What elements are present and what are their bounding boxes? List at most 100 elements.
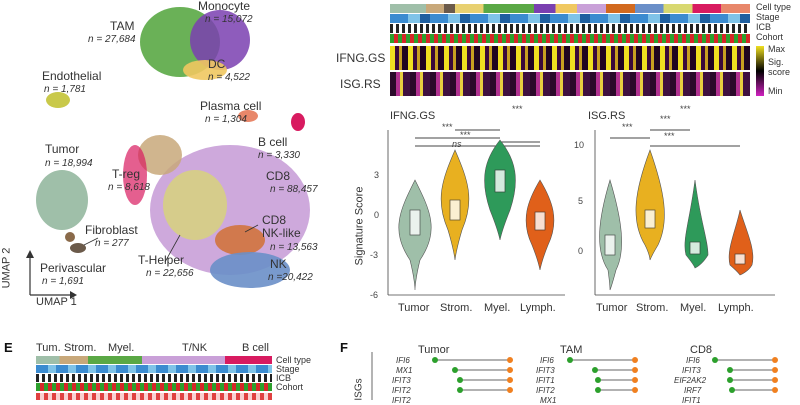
isg-sig-3: *** [664, 131, 675, 141]
cluster-label-thelper: T-Helper [138, 253, 185, 267]
panel-f-lollipops [371, 352, 778, 400]
e-row-icb: ICB [276, 373, 292, 383]
cluster-n-bcell: n = 3,330 [258, 150, 300, 161]
cluster-n-perivascular: n = 1,691 [42, 276, 84, 287]
cluster-label-tam: TAM [110, 19, 135, 33]
cluster-n-plasma: n = 1,304 [205, 114, 247, 125]
cluster-n-fibroblast: n = 277 [95, 238, 129, 249]
ifng-sig-2: *** [512, 104, 523, 114]
isg-ytick-10: 10 [574, 140, 585, 150]
f-tam-gene-1: IFIT3 [536, 366, 555, 375]
hm-row-stage: Stage [756, 12, 780, 22]
isg-cat-1: Strom. [636, 302, 669, 314]
cluster-n-nk: n =20,422 [268, 272, 313, 283]
hm-score-ifng: IFNG.GS [336, 51, 386, 65]
violin-ifng-plot [387, 129, 565, 296]
f-cd8-gene-2: EIF2AK2 [674, 376, 707, 385]
cluster-label-monocyte: Monocyte [198, 0, 251, 13]
f-tumor-gene-2: IFIT3 [392, 376, 411, 385]
isg-ytick-0: 0 [578, 246, 584, 256]
e-row-celltype: Cell type [276, 355, 312, 365]
isg-sig-2: *** [680, 104, 691, 114]
ifng-sig-0: *** [442, 122, 453, 132]
annotation-bars [390, 4, 750, 44]
cluster-label-cd8nk: CD8 NK-like [262, 213, 301, 240]
cluster-label-treg: T-reg [112, 167, 141, 181]
umap-xlabel: UMAP 1 [36, 296, 77, 308]
cluster-n-treg: n = 8,618 [108, 182, 150, 193]
hm-legend-max: Max [768, 44, 786, 54]
panel-f-letter: F [340, 340, 348, 355]
ifng-cat-0: Tumor [398, 302, 430, 314]
f-tam-gene-3: IFIT2 [536, 386, 555, 395]
f-cd8-gene-0: IFI6 [686, 356, 700, 365]
f-tumor-gene-0: IFI6 [396, 356, 410, 365]
cluster-n-endothelial: n = 1,781 [44, 84, 86, 95]
heatmap-isg-row [390, 72, 750, 96]
heatmap-ifng-row [390, 46, 750, 70]
hm-row-celltype: Cell type [756, 2, 792, 12]
umap-ylabel: UMAP 2 [0, 247, 13, 289]
isg-ytick-5: 5 [578, 196, 584, 206]
e-row-cohort: Cohort [276, 382, 304, 392]
isg-cat-2: Myel. [680, 302, 707, 314]
hm-row-icb: ICB [756, 22, 772, 32]
f-title-tam: TAM [560, 344, 583, 356]
cluster-n-thelper: n = 22,656 [146, 268, 194, 279]
isg-cat-3: Lymph. [718, 302, 754, 314]
f-cd8-gene-4: IFIT1 [682, 396, 701, 405]
panel-e-bars [36, 356, 272, 400]
cluster-label-nk: NK [270, 257, 287, 271]
ifng-sig-1: *** [460, 130, 471, 140]
violin-isg-plot [594, 129, 775, 296]
f-tam-gene-2: IFIT1 [536, 376, 555, 385]
panel-f-ylabel: ISGs [353, 378, 365, 401]
heatmap-colorbar [756, 46, 764, 96]
hm-score-isg: ISG.RS [340, 77, 381, 91]
ifng-ytick-m3: -3 [370, 250, 379, 260]
f-tumor-gene-3: IFIT2 [392, 386, 411, 395]
group-myel: Myel. [108, 342, 135, 354]
cluster-label-dc: DC [208, 57, 226, 71]
group-strom: Strom. [64, 342, 97, 354]
isg-sig-1: *** [660, 114, 671, 124]
ifng-cat-3: Lymph. [520, 302, 556, 314]
cluster-label-fibroblast: Fibroblast [85, 223, 138, 237]
ifng-ytick-m6: -6 [370, 290, 379, 300]
isg-sig-0: *** [622, 122, 633, 132]
cluster-label-endothelial: Endothelial [42, 69, 102, 83]
violin-isg-title: ISG.RS [588, 110, 626, 122]
cluster-label-bcell: B cell [258, 135, 288, 149]
f-cd8-gene-3: IRF7 [684, 386, 702, 395]
hm-legend-title: Sig. score [768, 57, 791, 77]
cluster-n-cd8nk: n = 13,563 [270, 242, 318, 253]
ifng-cat-2: Myel. [484, 302, 511, 314]
ifng-cat-1: Strom. [440, 302, 473, 314]
e-row-stage: Stage [276, 364, 300, 374]
cluster-n-cd8: n = 88,457 [270, 184, 318, 195]
cluster-n-monocyte: n = 15,072 [205, 14, 253, 25]
panel-e-letter: E [4, 340, 13, 355]
group-bcell: B cell [242, 342, 269, 354]
ifng-ytick-3: 3 [374, 170, 380, 180]
cluster-n-dc: n = 4,522 [208, 72, 250, 83]
group-tum: Tum. [36, 342, 61, 354]
umap-plot [26, 7, 310, 299]
violin-ylabel: Signature Score [353, 186, 366, 266]
f-title-tumor: Tumor [418, 344, 450, 356]
cluster-label-plasma: Plasma cell [200, 99, 262, 113]
f-cd8-gene-1: IFIT3 [682, 366, 701, 375]
f-tumor-gene-1: MX1 [396, 366, 413, 375]
hm-legend-min: Min [768, 86, 783, 96]
group-tnk: T/NK [182, 342, 208, 354]
ifng-sig-ns: ns [452, 139, 462, 149]
violin-ifng-title: IFNG.GS [390, 110, 436, 122]
cluster-n-tam: n = 27,684 [88, 34, 136, 45]
isg-cat-0: Tumor [596, 302, 628, 314]
f-title-cd8: CD8 [690, 344, 713, 356]
f-tam-gene-0: IFI6 [540, 356, 554, 365]
cluster-label-tumor: Tumor [45, 142, 80, 156]
cluster-label-cd8: CD8 [266, 169, 291, 183]
f-tumor-gene-4: IFIT2 [392, 396, 411, 405]
cluster-label-perivascular: Perivascular [40, 261, 107, 275]
